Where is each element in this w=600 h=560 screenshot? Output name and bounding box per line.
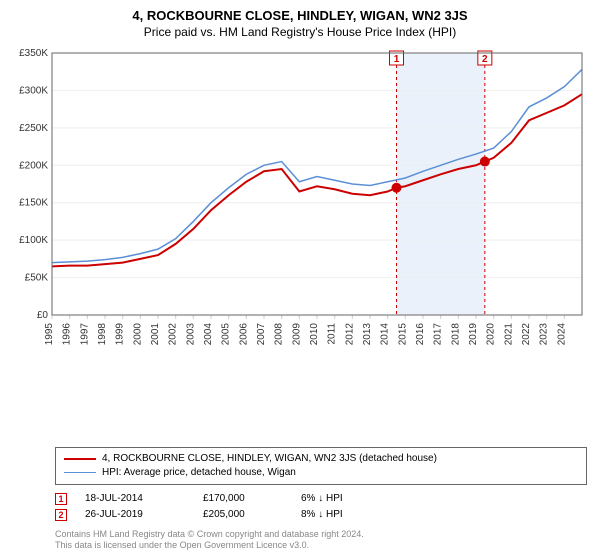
sale-price: £205,000 xyxy=(203,509,283,520)
legend-row: HPI: Average price, detached house, Wiga… xyxy=(64,466,578,480)
x-tick-label: 1996 xyxy=(62,323,73,346)
sale-row: 2 26-JUL-2019 £205,000 8% ↓ HPI xyxy=(55,507,587,523)
x-tick-label: 2007 xyxy=(256,323,267,346)
event-marker-label: 2 xyxy=(482,54,488,65)
sale-price: £170,000 xyxy=(203,493,283,504)
sales-table: 1 18-JUL-2014 £170,000 6% ↓ HPI 2 26-JUL-2019… xyxy=(55,491,587,523)
x-tick-label: 2023 xyxy=(539,323,550,346)
y-tick-label: £150K xyxy=(19,198,48,209)
x-tick-label: 1999 xyxy=(115,323,126,346)
x-tick-label: 2004 xyxy=(203,323,214,346)
x-tick-label: 2012 xyxy=(344,323,355,346)
x-tick-label: 2024 xyxy=(556,323,567,346)
x-tick-label: 2022 xyxy=(521,323,532,346)
y-tick-label: £200K xyxy=(19,160,48,171)
legend-swatch xyxy=(64,472,96,473)
sale-delta: 6% ↓ HPI xyxy=(301,493,587,504)
legend-label: HPI: Average price, detached house, Wiga… xyxy=(102,466,296,480)
series-hpi xyxy=(52,69,582,262)
x-tick-label: 1998 xyxy=(97,323,108,346)
x-tick-label: 2003 xyxy=(185,323,196,346)
event-marker-label: 1 xyxy=(394,54,400,65)
x-tick-label: 2014 xyxy=(380,323,391,346)
x-tick-label: 2019 xyxy=(468,323,479,346)
x-tick-label: 2015 xyxy=(397,323,408,346)
y-tick-label: £0 xyxy=(37,310,49,321)
x-tick-label: 2010 xyxy=(309,323,320,346)
x-tick-label: 2020 xyxy=(486,323,497,346)
x-tick-label: 2001 xyxy=(150,323,161,346)
footer-line-1: Contains HM Land Registry data © Crown c… xyxy=(55,529,587,541)
x-tick-label: 2013 xyxy=(362,323,373,346)
plot-border xyxy=(52,53,582,315)
line-chart-svg: £0 £50K £100K £150K £200K £250K £300K £350K 1995… xyxy=(10,45,590,365)
legend-label: 4, ROCKBOURNE CLOSE, HINDLEY, WIGAN, WN2… xyxy=(102,452,437,466)
legend-box: 4, ROCKBOURNE CLOSE, HINDLEY, WIGAN, WN2… xyxy=(55,447,587,485)
x-tick-label: 2008 xyxy=(274,323,285,346)
sale-marker-icon: 1 xyxy=(55,493,67,505)
footer-line-2: This data is licensed under the Open Gov… xyxy=(55,540,587,552)
sale-delta: 8% ↓ HPI xyxy=(301,509,587,520)
x-tick-label: 1995 xyxy=(44,323,55,346)
sale-row: 1 18-JUL-2014 £170,000 6% ↓ HPI xyxy=(55,491,587,507)
chart-area: £0 £50K £100K £150K £200K £250K £300K £350K 1995… xyxy=(10,45,590,443)
chart-title: 4, ROCKBOURNE CLOSE, HINDLEY, WIGAN, WN2… xyxy=(132,8,467,23)
legend-swatch xyxy=(64,458,96,460)
x-tick-label: 2005 xyxy=(221,323,232,346)
x-tick-label: 2009 xyxy=(291,323,302,346)
sale-marker-dot xyxy=(392,183,402,193)
y-tick-label: £100K xyxy=(19,235,48,246)
x-tick-label: 2000 xyxy=(132,323,143,346)
y-tick-label: £350K xyxy=(19,48,48,59)
sale-marker-icon: 2 xyxy=(55,509,67,521)
y-tick-label: £300K xyxy=(19,85,48,96)
x-tick-label: 2011 xyxy=(327,323,338,345)
x-tick-label: 2018 xyxy=(450,323,461,346)
x-tick-label: 1997 xyxy=(79,323,90,346)
y-tick-label: £250K xyxy=(19,123,48,134)
y-tick-label: £50K xyxy=(25,273,49,284)
x-tick-label: 2016 xyxy=(415,323,426,346)
sale-marker-dot xyxy=(480,157,490,167)
sale-date: 18-JUL-2014 xyxy=(85,493,185,504)
chart-subtitle: Price paid vs. HM Land Registry's House … xyxy=(144,25,456,39)
x-tick-label: 2021 xyxy=(503,323,514,346)
footer-attribution: Contains HM Land Registry data © Crown c… xyxy=(55,529,587,552)
legend-row: 4, ROCKBOURNE CLOSE, HINDLEY, WIGAN, WN2… xyxy=(64,452,578,466)
x-tick-label: 2006 xyxy=(238,323,249,346)
x-tick-label: 2017 xyxy=(433,323,444,346)
sale-date: 26-JUL-2019 xyxy=(85,509,185,520)
x-tick-label: 2002 xyxy=(168,323,179,346)
